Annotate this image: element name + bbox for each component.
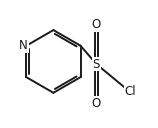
Text: Cl: Cl	[124, 85, 136, 98]
Text: O: O	[92, 97, 101, 110]
Text: N: N	[19, 39, 28, 52]
Text: S: S	[93, 57, 100, 71]
Text: O: O	[92, 18, 101, 31]
